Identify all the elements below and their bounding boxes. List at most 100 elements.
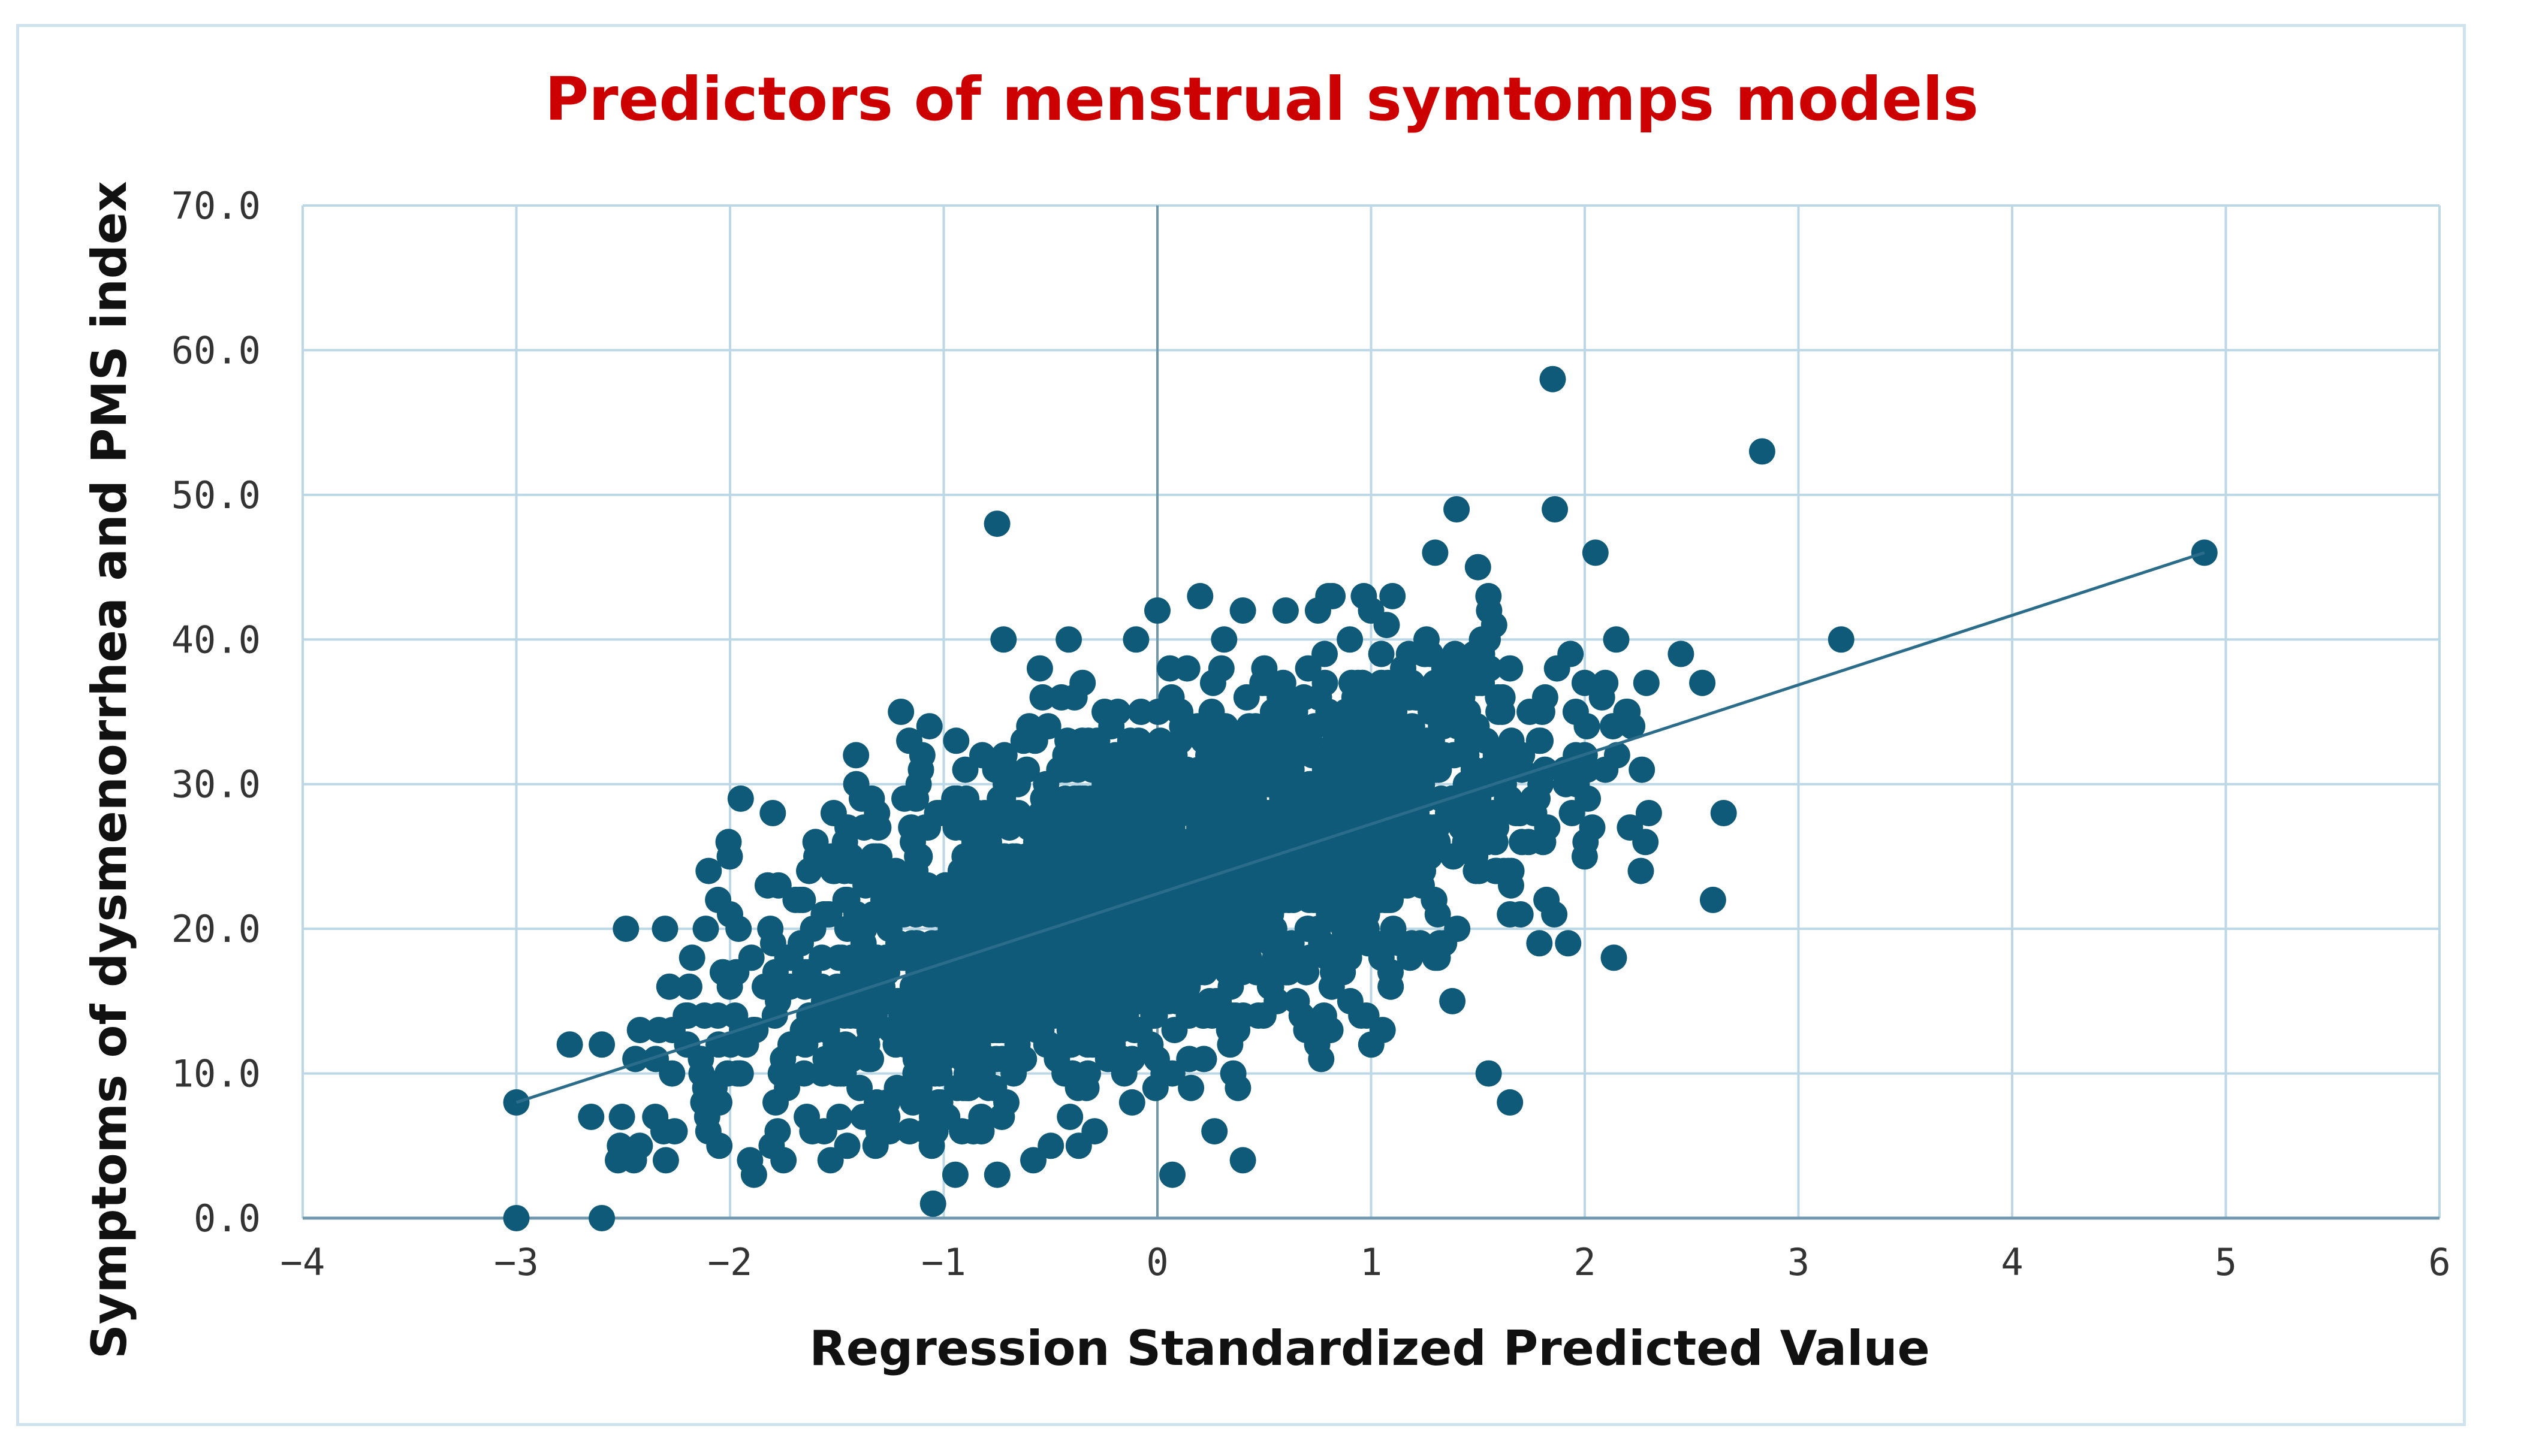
data-point (1516, 699, 1543, 725)
data-point (1208, 655, 1235, 682)
data-point (1377, 886, 1404, 913)
data-point (770, 1147, 797, 1174)
y-tick-label: 60.0 (171, 328, 261, 372)
data-point (854, 1031, 880, 1058)
data-point (656, 973, 683, 1000)
data-point (1475, 1060, 1502, 1087)
data-point (1187, 582, 1214, 609)
x-tick-label: 2 (1573, 1240, 1596, 1284)
data-point (1211, 626, 1238, 653)
data-point (1123, 626, 1150, 653)
data-point (1689, 669, 1716, 696)
data-point (1572, 829, 1599, 856)
data-point (864, 1089, 890, 1116)
data-point (722, 1002, 749, 1029)
data-point (716, 843, 743, 870)
data-point (765, 872, 792, 899)
data-point (674, 1002, 701, 1029)
data-point (803, 1017, 830, 1044)
data-point (688, 1060, 715, 1087)
data-point (1174, 655, 1201, 682)
data-point (1072, 930, 1099, 957)
x-tick-label: 5 (2215, 1240, 2237, 1284)
data-point (1460, 771, 1487, 798)
y-axis-label: Symptoms of dysmenorrhea and PMS index (82, 181, 137, 1359)
data-point (1337, 626, 1364, 653)
data-point (1069, 669, 1096, 696)
data-point (1056, 626, 1082, 653)
y-tick-label: 30.0 (171, 763, 261, 806)
data-point (786, 886, 813, 913)
y-tick-label: 0.0 (194, 1197, 261, 1240)
data-point (777, 944, 804, 971)
y-tick-label: 10.0 (171, 1052, 261, 1096)
data-point (1127, 699, 1154, 725)
data-point (1383, 756, 1409, 783)
data-point (738, 944, 765, 971)
data-point (503, 1205, 530, 1231)
data-point (817, 1147, 844, 1174)
data-point (1269, 886, 1296, 913)
data-point (626, 1017, 653, 1044)
data-point (1169, 857, 1196, 884)
data-point (765, 987, 791, 1014)
data-point (991, 742, 1018, 769)
data-point (679, 944, 705, 971)
data-point (858, 785, 885, 812)
data-point (977, 886, 1004, 913)
data-point (1397, 829, 1424, 856)
x-tick-label: 4 (2001, 1240, 2023, 1284)
data-point (934, 872, 961, 899)
x-tick-label: −1 (921, 1240, 966, 1284)
data-point (1065, 1132, 1092, 1159)
data-point (1455, 800, 1482, 826)
data-point (1014, 1002, 1041, 1029)
data-point (1186, 829, 1213, 856)
data-point (1320, 713, 1347, 740)
data-point (915, 1046, 942, 1073)
data-point (1349, 699, 1376, 725)
data-point (1710, 800, 1737, 826)
data-point (1442, 641, 1468, 667)
data-point (1305, 684, 1332, 711)
data-point (1023, 973, 1050, 1000)
data-point (1237, 886, 1264, 913)
data-point (1344, 742, 1371, 769)
data-point (1541, 901, 1568, 928)
data-point (1353, 1002, 1380, 1029)
data-point (1531, 756, 1558, 783)
data-point (1048, 684, 1075, 711)
data-point (1629, 756, 1655, 783)
data-point (796, 857, 822, 884)
data-point (1283, 987, 1310, 1014)
data-point (1176, 1046, 1203, 1073)
data-point (1667, 641, 1694, 667)
data-point (909, 742, 936, 769)
data-point (1023, 843, 1050, 870)
data-point (652, 1147, 679, 1174)
data-point (1296, 886, 1323, 913)
data-point (993, 959, 1020, 986)
data-point (1094, 1046, 1121, 1073)
data-point (1421, 886, 1448, 913)
data-point (1159, 1161, 1186, 1188)
data-point (918, 1104, 945, 1130)
data-point (1358, 597, 1385, 624)
data-point (1247, 771, 1274, 798)
data-point (990, 626, 1017, 653)
data-point (919, 1190, 946, 1217)
data-point (918, 1132, 945, 1159)
data-point (1211, 771, 1238, 798)
data-point (1304, 1031, 1331, 1058)
data-point (827, 1060, 854, 1087)
data-point (1521, 800, 1548, 826)
data-point (864, 872, 891, 899)
data-point (1308, 930, 1335, 957)
data-point (1099, 800, 1126, 826)
data-point (996, 814, 1023, 841)
data-point (1368, 641, 1395, 667)
data-point (1272, 597, 1299, 624)
data-point (1175, 1002, 1202, 1029)
data-point (1033, 1031, 1060, 1058)
data-point (1474, 626, 1501, 653)
